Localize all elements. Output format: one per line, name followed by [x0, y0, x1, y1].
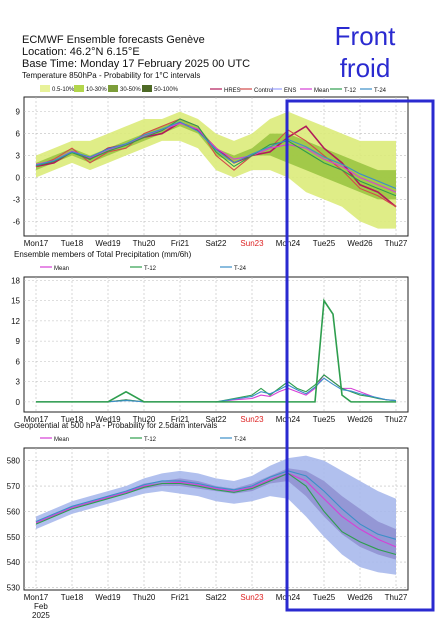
legend-prob-label: 30-50% — [120, 87, 141, 93]
x-tick-label: Fri21 — [171, 415, 190, 424]
x-tick-label: Sun23 — [240, 415, 264, 424]
x-tick-label: Sat22 — [206, 239, 227, 248]
legend-prob-label: 0.5-10% — [52, 87, 75, 93]
x-tick-label: Mon17 — [24, 239, 49, 248]
x-tick-label: Wed26 — [347, 415, 373, 424]
annotation-line-2: froid — [339, 53, 391, 83]
x-tick-label: Wed26 — [347, 239, 373, 248]
panel-title: Geopotential at 500 hPa - Probability fo… — [14, 421, 217, 430]
x-tick-label: Thu27 — [385, 415, 408, 424]
legend-prob-swatch — [74, 85, 84, 92]
location-label: Location: 46.2°N 6.15°E — [22, 46, 140, 58]
series-line-t-24 — [35, 121, 397, 189]
chart-panel-3: 530 540 550 560 570 580 Mon17 Tue18 Wed19 Thu20 Fr… — [7, 421, 409, 602]
cold-front-highlight-box — [285, 99, 435, 612]
x-tick-label: Mon17 — [24, 415, 49, 424]
y-tick-label: 6 — [16, 357, 21, 366]
x-tick-label: Tue25 — [313, 415, 336, 424]
chart-header-title: ECMWF Ensemble forecasts Genève — [22, 34, 205, 46]
y-tick-label: 9 — [16, 108, 21, 117]
y-tick-label: 0 — [16, 398, 21, 407]
x-tick-label: Tue25 — [313, 239, 336, 248]
base-time-label: Base Time: Monday 17 February 2025 00 UT… — [22, 58, 251, 70]
legend-label: Mean — [54, 266, 69, 272]
x-tick-label: Sat22 — [206, 593, 227, 602]
legend-label: T-12 — [144, 266, 157, 272]
x-tick-label: Wed26 — [347, 593, 373, 602]
x-tick-label: Tue18 — [61, 239, 84, 248]
panel-title: Ensemble members of Total Precipitation … — [14, 250, 192, 259]
series-line-t-24 — [35, 470, 397, 540]
x-tick-label: Tue18 — [61, 593, 84, 602]
legend-label: T-24 — [234, 266, 247, 272]
y-tick-label: 3 — [16, 152, 21, 161]
series-line-t-12 — [35, 118, 397, 197]
series-line-mean — [35, 472, 397, 548]
x-tick-label: Thu27 — [385, 593, 408, 602]
x-tick-label: Sun23 — [240, 593, 264, 602]
x-year-label: 2025 — [32, 611, 50, 620]
legend-label: ENS — [284, 88, 296, 94]
legend-prob-swatch — [108, 85, 118, 92]
legend-label: Mean — [314, 88, 329, 94]
y-tick-label: 15 — [11, 297, 20, 306]
chart-panel-1: -6 -3 0 3 6 9 Mon17 Tue18 Wed19 Thu20 Fri21 Sat22 Su… — [13, 85, 409, 248]
legend-label: T-24 — [374, 88, 387, 94]
legend-label: T-12 — [144, 437, 157, 443]
y-tick-label: 0 — [16, 173, 21, 182]
x-tick-label: Thu20 — [133, 239, 156, 248]
y-tick-label: 6 — [16, 130, 21, 139]
legend-prob-swatch — [142, 85, 152, 92]
legend-label: T-12 — [344, 88, 357, 94]
y-tick-label: 18 — [11, 276, 20, 285]
x-tick-label: Thu20 — [133, 415, 156, 424]
annotation-line-1: Front — [334, 21, 396, 51]
x-tick-label: Wed19 — [95, 415, 121, 424]
x-tick-label: Tue18 — [61, 415, 84, 424]
x-tick-label: Mon17 — [24, 593, 49, 602]
x-tick-label: Tue25 — [313, 593, 336, 602]
legend-label: Control — [254, 88, 273, 94]
y-tick-label: -3 — [13, 195, 21, 204]
series-line-mean — [35, 122, 397, 193]
x-tick-label: Thu20 — [133, 593, 156, 602]
series-line-t-12 — [35, 472, 397, 556]
legend-label: HRES — [224, 88, 241, 94]
legend-label: T-24 — [234, 437, 247, 443]
cold-front-annotation: Front froid — [300, 20, 430, 84]
y-tick-label: 3 — [16, 378, 21, 387]
probability-band-inner — [36, 468, 396, 560]
x-tick-label: Thu27 — [385, 239, 408, 248]
x-tick-label: Wed19 — [95, 239, 121, 248]
temperature-panel-title: Temperature 850hPa - Probability for 1°C… — [22, 71, 201, 80]
y-tick-label: 9 — [16, 337, 21, 346]
x-tick-label: Sat22 — [206, 415, 227, 424]
y-tick-label: 530 — [7, 583, 21, 592]
x-month-label: Feb — [34, 602, 48, 611]
x-tick-label: Sun23 — [240, 239, 264, 248]
y-tick-label: 12 — [11, 317, 20, 326]
legend-label: Mean — [54, 437, 69, 443]
y-tick-label: 550 — [7, 533, 21, 542]
chart-panel-2: 0 3 6 9 12 15 18 Mon17 Tue18 Wed19 Thu20 Fri21 Sat22… — [11, 250, 409, 424]
y-tick-label: 580 — [7, 457, 21, 466]
y-tick-label: -6 — [13, 217, 21, 226]
x-tick-label: Fri21 — [171, 593, 190, 602]
legend-prob-label: 50-100% — [154, 87, 179, 93]
y-tick-label: 540 — [7, 558, 21, 567]
x-tick-label: Fri21 — [171, 239, 190, 248]
series-line-control — [35, 118, 397, 208]
legend-prob-label: 10-30% — [86, 87, 107, 93]
y-tick-label: 570 — [7, 482, 21, 491]
y-tick-label: 560 — [7, 507, 21, 516]
x-tick-label: Wed19 — [95, 593, 121, 602]
legend-prob-swatch — [40, 85, 50, 92]
